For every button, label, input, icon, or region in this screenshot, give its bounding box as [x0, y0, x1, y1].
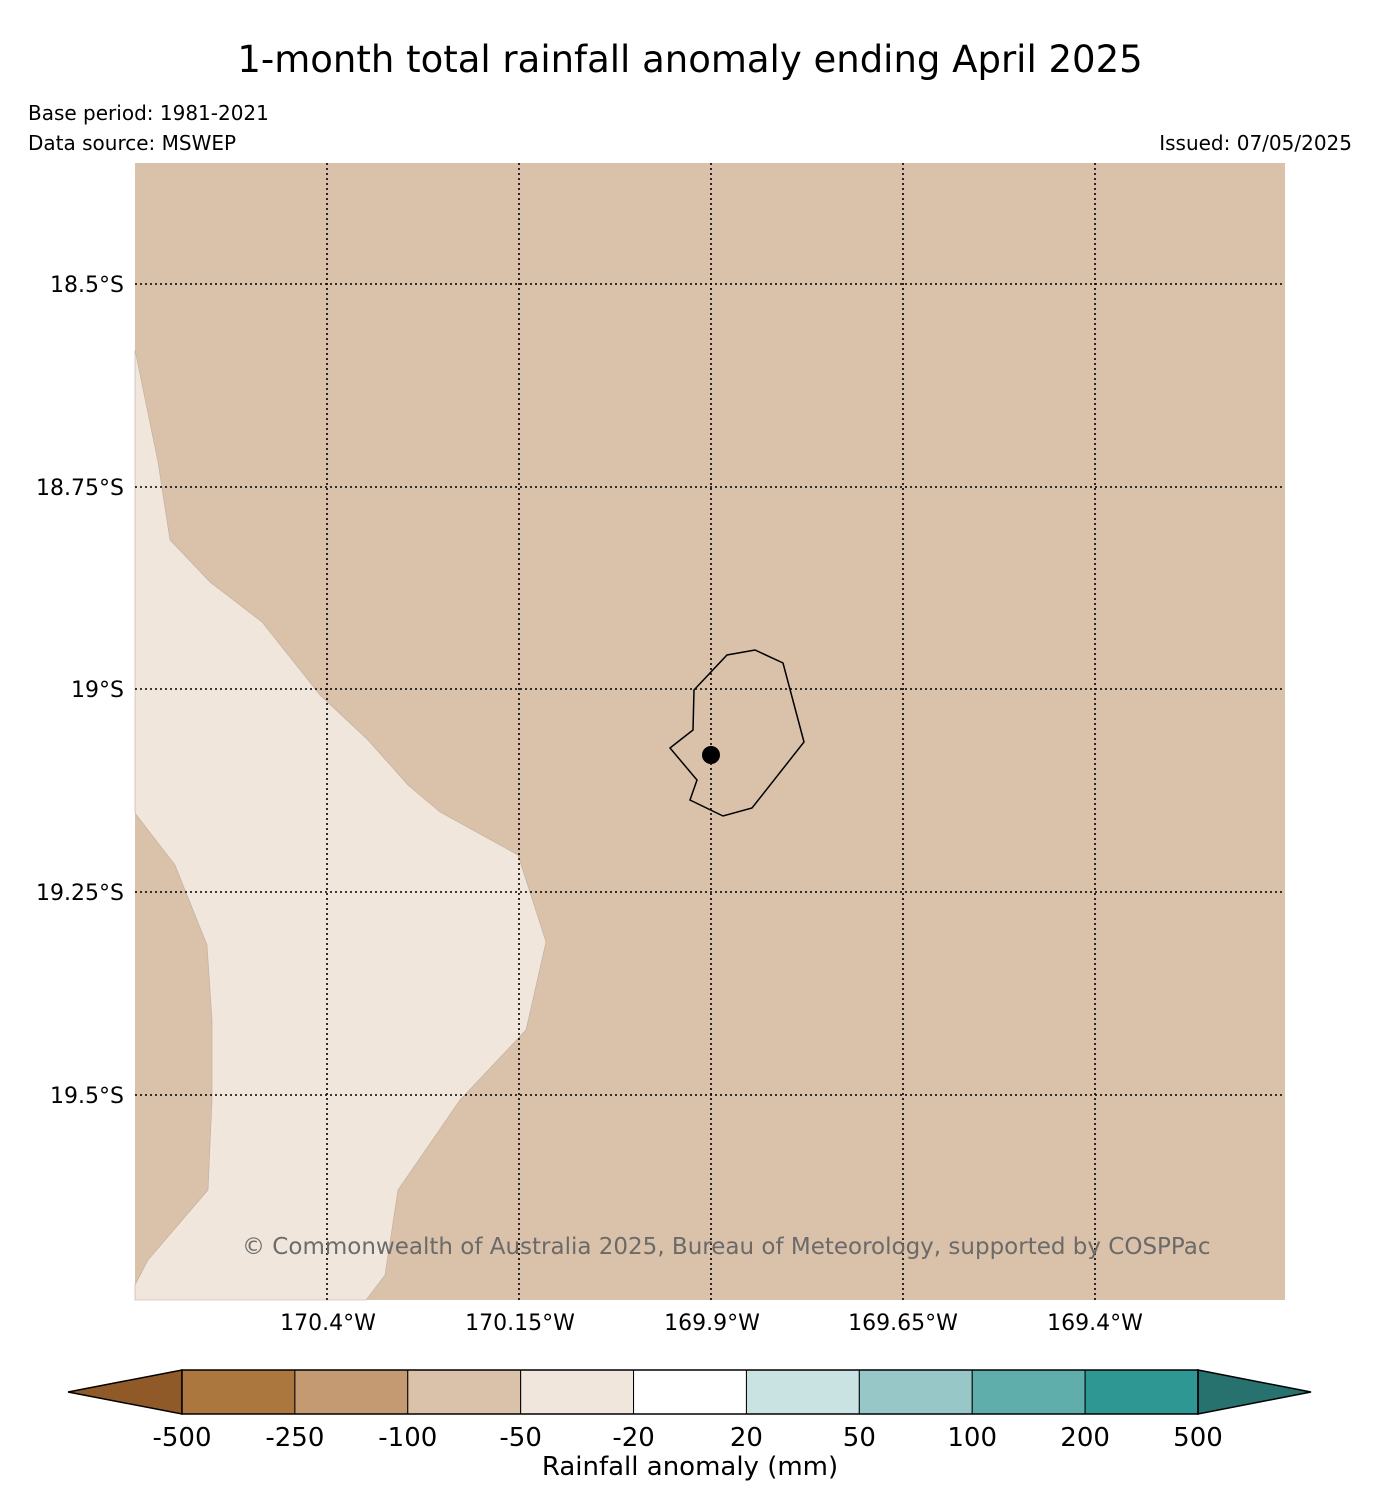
colorbar-tick-label: -500: [152, 1423, 211, 1453]
colorbar-tick-label: 500: [1173, 1423, 1223, 1453]
lon-label: 169.65°W: [848, 1311, 958, 1336]
base-period-label: Base period: 1981-2021: [28, 101, 269, 125]
lat-label: 19.5°S: [50, 1084, 124, 1109]
lon-label: 169.9°W: [664, 1311, 760, 1336]
colorbar-bin: [407, 1369, 522, 1415]
colorbar-tick-label: -100: [378, 1423, 437, 1453]
colorbar-bin: [633, 1369, 747, 1415]
island-outline: [668, 649, 805, 817]
colorbar-bin: [520, 1369, 635, 1415]
colorbar-bin: [745, 1369, 860, 1415]
lon-label: 169.4°W: [1047, 1311, 1143, 1336]
latitude-labels: 18.5°S 18.75°S 19°S 19.25°S 19.5°S: [36, 273, 124, 1109]
lat-label: 19°S: [71, 678, 124, 703]
colorbar-bin: [858, 1369, 973, 1415]
data-source-label: Data source: MSWEP: [28, 131, 237, 155]
colorbar-outline: [181, 1369, 1199, 1415]
anomaly-region-minus20-to-minus50: [134, 349, 547, 1301]
colorbar-tick-label: -50: [499, 1423, 541, 1453]
colorbar-bin: [1084, 1369, 1199, 1415]
colorbar-tick-label: -20: [612, 1423, 654, 1453]
colorbar: -500 -250 -100 -50 -20 20 50 100 200 500: [67, 1369, 1312, 1453]
lon-label: 170.15°W: [465, 1311, 575, 1336]
colorbar-tick-label: 20: [730, 1423, 763, 1453]
colorbar-bin: [181, 1369, 296, 1415]
colorbar-extend-high: [1197, 1369, 1312, 1415]
colorbar-tick-label: 50: [843, 1423, 876, 1453]
colorbar-label: Rainfall anomaly (mm): [542, 1452, 838, 1482]
colorbar-bin: [294, 1369, 409, 1415]
colorbar-tick-label: 200: [1060, 1423, 1110, 1453]
lat-label: 19.25°S: [36, 881, 124, 906]
issued-date-label: Issued: 07/05/2025: [1159, 131, 1352, 155]
lat-label: 18.75°S: [36, 476, 124, 501]
lon-label: 170.4°W: [280, 1311, 376, 1336]
colorbar-extend-low: [67, 1369, 183, 1415]
graticule: [135, 163, 1285, 1300]
copyright-notice: © Commonwealth of Australia 2025, Bureau…: [242, 1234, 1211, 1260]
station-marker: [702, 746, 720, 764]
lat-label: 18.5°S: [50, 273, 124, 298]
colorbar-tick-label: -250: [265, 1423, 324, 1453]
colorbar-tick-label: 100: [947, 1423, 997, 1453]
colorbar-bin: [971, 1369, 1086, 1415]
longitude-labels: 170.4°W 170.15°W 169.9°W 169.65°W 169.4°…: [280, 1311, 1143, 1336]
map-title: 1-month total rainfall anomaly ending Ap…: [237, 38, 1143, 81]
